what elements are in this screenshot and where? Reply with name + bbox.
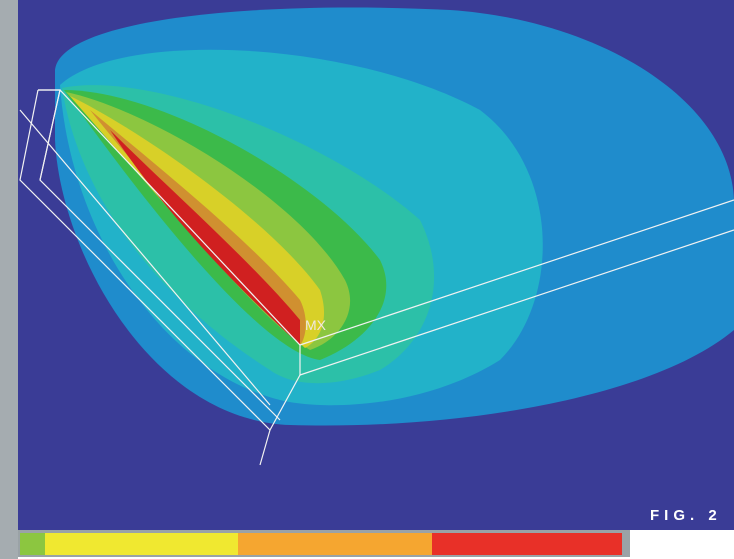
color-swatch — [20, 533, 45, 555]
color-bar — [18, 530, 630, 557]
page: {"labels": {"marker": "MX", "figure": "F… — [0, 0, 734, 559]
contours — [55, 8, 734, 426]
left-strip — [0, 0, 18, 559]
color-swatch — [238, 533, 432, 555]
figure: MX FIG. 2 — [0, 0, 734, 559]
color-swatch — [45, 533, 238, 555]
color-swatch — [432, 533, 622, 555]
marker-label: MX — [305, 317, 327, 333]
figure-label: FIG. 2 — [650, 507, 722, 524]
